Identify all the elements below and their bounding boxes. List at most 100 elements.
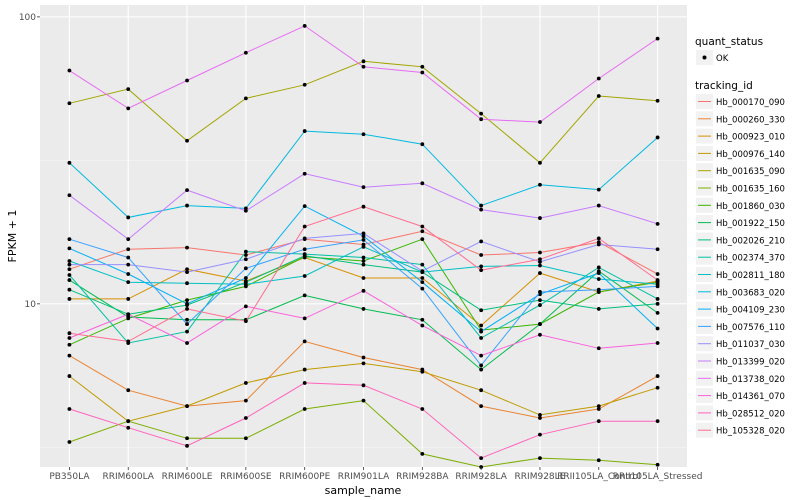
- legend-label: Hb_000260_330: [716, 115, 785, 125]
- data-point: [126, 425, 131, 430]
- data-point: [302, 82, 307, 87]
- data-point: [479, 253, 484, 257]
- legend-label: Hb_013399_020: [716, 358, 785, 368]
- series-Hb_013399_020: [67, 171, 660, 242]
- data-point: [655, 385, 660, 390]
- data-point: [655, 341, 660, 345]
- data-point: [302, 171, 307, 176]
- data-point: [655, 221, 660, 226]
- data-point: [302, 24, 307, 28]
- data-point: [655, 98, 660, 103]
- data-point: [302, 236, 307, 241]
- data-point: [361, 262, 366, 267]
- data-point: [420, 323, 425, 328]
- data-point: [67, 273, 72, 277]
- data-point: [126, 419, 131, 424]
- legend-label: Hb_013738_020: [716, 375, 785, 385]
- data-point: [538, 432, 542, 437]
- data-point: [67, 237, 72, 242]
- y-axis-title: FPKM + 1: [6, 210, 19, 263]
- data-point: [596, 287, 601, 292]
- data-point: [420, 276, 425, 280]
- data-point: [655, 297, 660, 301]
- data-point: [361, 255, 366, 260]
- legend-label: Hb_028512_020: [716, 409, 785, 419]
- y-tick-label: 10: [25, 300, 37, 310]
- legend-label: Hb_002811_180: [716, 271, 785, 281]
- data-point: [596, 419, 601, 424]
- series-Hb_001635_090: [67, 59, 660, 165]
- data-point: [243, 416, 248, 420]
- data-point: [361, 64, 366, 69]
- data-point: [479, 336, 484, 340]
- data-point: [185, 317, 189, 322]
- data-point: [655, 272, 660, 276]
- data-point: [243, 253, 248, 257]
- data-point: [538, 332, 542, 337]
- data-point: [361, 59, 366, 64]
- data-point: [67, 440, 72, 444]
- legend-label: Hb_002026_210: [716, 236, 785, 246]
- data-point: [361, 185, 366, 190]
- data-point: [655, 462, 660, 467]
- data-point: [420, 317, 425, 322]
- data-point: [479, 456, 484, 460]
- data-point: [596, 271, 601, 275]
- data-point: [538, 160, 542, 165]
- data-point: [361, 244, 366, 249]
- x-tick-label: RRIM928BA: [396, 472, 449, 482]
- data-point: [538, 416, 542, 420]
- x-tick-label: RRIM600LE: [162, 472, 213, 482]
- data-point: [655, 247, 660, 252]
- legend-key-ok-point: [702, 55, 707, 60]
- data-point: [420, 142, 425, 147]
- data-point: [361, 204, 366, 209]
- x-tick-label: RRIM600PE: [279, 472, 331, 482]
- data-point: [185, 270, 189, 274]
- series-Hb_013738_020: [67, 24, 660, 124]
- data-point: [126, 315, 131, 319]
- data-point: [302, 293, 307, 298]
- data-point: [538, 290, 542, 294]
- data-point: [479, 308, 484, 313]
- data-point: [126, 255, 131, 260]
- data-point: [420, 280, 425, 285]
- data-point: [420, 237, 425, 242]
- data-point: [67, 407, 72, 411]
- series-Hb_028512_020: [67, 381, 660, 460]
- series-Hb_003683_020: [67, 129, 660, 220]
- data-point: [185, 436, 189, 441]
- series-Hb_011037_030: [67, 231, 660, 274]
- data-point: [185, 301, 189, 306]
- data-point: [420, 224, 425, 229]
- data-point: [479, 239, 484, 244]
- series-Hb_014361_070: [67, 288, 660, 358]
- data-point: [596, 94, 601, 98]
- legend-label-ok: OK: [716, 54, 729, 64]
- legend-label: Hb_000923_010: [716, 133, 785, 143]
- data-point: [243, 266, 248, 271]
- data-point: [655, 135, 660, 140]
- data-point: [185, 281, 189, 286]
- data-point: [67, 287, 72, 292]
- data-point: [420, 64, 425, 69]
- data-point: [655, 36, 660, 41]
- data-point: [67, 297, 72, 301]
- data-point: [479, 207, 484, 212]
- y-axis: 10 100: [19, 13, 40, 310]
- data-point: [420, 407, 425, 411]
- series-Hb_001635_160: [67, 398, 660, 469]
- legend-label: Hb_000170_090: [716, 98, 785, 108]
- data-point: [420, 451, 425, 456]
- data-point: [479, 117, 484, 122]
- data-point: [361, 132, 366, 137]
- data-point: [655, 374, 660, 378]
- data-point: [479, 388, 484, 393]
- data-point: [243, 436, 248, 441]
- data-point: [538, 303, 542, 307]
- data-point: [538, 456, 542, 460]
- data-point: [243, 208, 248, 213]
- x-tick-label: RRIM901LA: [338, 472, 390, 482]
- data-point: [538, 120, 542, 124]
